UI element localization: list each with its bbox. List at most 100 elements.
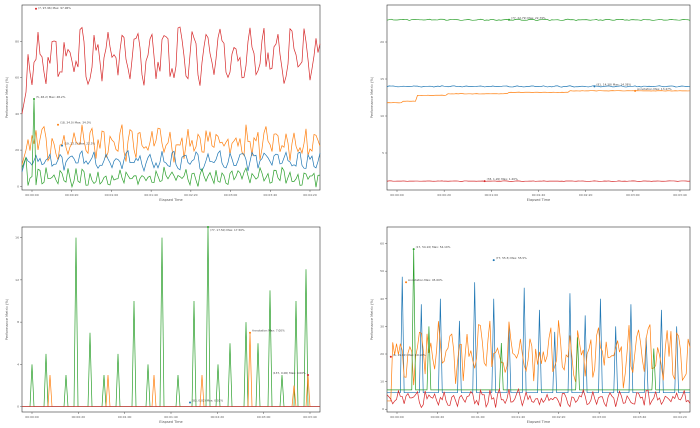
y-tick-label: 20	[380, 352, 384, 356]
x-tick-label: 00:02:20	[184, 193, 198, 197]
x-tick-label: 00:04:20	[673, 415, 687, 419]
annotation-marker	[405, 281, 408, 284]
series-line-green	[386, 18, 691, 21]
chart-bottom-right: 0 10 20 30 40 50 60 00:00:00 00:00:20 00:01:00 00:…	[370, 226, 691, 424]
x-tick-label: 00:03:40	[633, 415, 647, 419]
y-tick-label: 8	[17, 320, 19, 324]
annotation-label: (7, 97.96) Max: 97.96%	[38, 6, 71, 10]
x-tick-label: 00:03:00	[626, 193, 640, 197]
y-axis-label: Performance Metric (%)	[370, 76, 374, 118]
x-tick-label: 00:01:00	[118, 415, 132, 419]
series-line-red	[21, 26, 321, 114]
chart-bottom-left: 0 4 8 12 16 00:00:00 00:00:20 00:01:00 00:01:40 0…	[5, 226, 321, 424]
annotation-marker	[35, 7, 37, 10]
annotation-marker	[207, 226, 209, 228]
annotation-marker	[492, 259, 495, 262]
y-tick-label: 40	[380, 297, 384, 301]
y-tick-label: 30	[380, 324, 384, 328]
x-tick-label: 00:01:40	[532, 193, 546, 197]
annotation-marker	[483, 180, 486, 183]
x-tick-label: 00:02:20	[552, 415, 566, 419]
annotation-marker	[593, 85, 596, 88]
y-tick-label: 10	[380, 114, 384, 118]
annotation-label: (77, 22.79) Max: 22.79%	[511, 16, 546, 20]
y-tick-label: 40	[15, 112, 19, 116]
series-line-orange	[22, 332, 320, 408]
y-tick-label: 0	[17, 405, 19, 409]
chart-top-right: 5 10 15 20 00:00:00 00:00:20 00:01:00 00:01:40 0…	[370, 4, 691, 202]
series-line-orange	[386, 90, 691, 104]
x-tick-label: 00:01:00	[485, 193, 499, 197]
y-tick-label: 16	[15, 236, 19, 240]
annotation-marker	[33, 97, 35, 100]
annotation-marker	[307, 374, 309, 376]
y-axis-label: Performance Metric (%)	[5, 76, 9, 118]
x-tick-label: 00:04:20	[303, 193, 317, 197]
x-tick-label: 00:03:00	[592, 415, 606, 419]
x-tick-label: 00:01:00	[471, 415, 485, 419]
x-tick-label: 00:00:00	[25, 415, 39, 419]
annotation-label: (33, 1.20) Max: 1.20%	[487, 177, 518, 181]
series-line-green	[21, 99, 321, 189]
y-tick-label: 50	[380, 269, 384, 273]
x-tick-label: 00:00:20	[65, 193, 79, 197]
annotation-label: (17, 54.10) Max: 54.10%	[416, 245, 451, 249]
x-tick-label: 00:03:40	[303, 415, 317, 419]
annotation-marker	[57, 123, 59, 126]
annotation-marker	[189, 401, 191, 404]
annotation-marker	[412, 248, 415, 251]
x-tick-label: 00:03:00	[224, 193, 238, 197]
x-tick-label: 00:00:00	[25, 193, 39, 197]
plot-frame	[386, 226, 691, 413]
series-line-green	[22, 226, 320, 408]
annotation-marker	[249, 331, 251, 334]
annotation-label: Annotation Max: 13.47%	[637, 87, 672, 91]
annotation-label: (137, 0.00) Max: 0.00%	[273, 371, 306, 375]
chart-panel-bottom-right: 0 10 20 30 40 50 60 00:00:00 00:00:20 00:01:00 00:…	[365, 222, 700, 428]
y-tick-label: 10	[380, 380, 384, 384]
y-tick-label: 0	[382, 407, 384, 411]
x-tick-label: 00:00:20	[431, 415, 445, 419]
x-tick-label: 00:00:20	[72, 415, 86, 419]
annotation-label: (18, 34.0) Max: 34.0%	[60, 121, 91, 125]
series-line-red	[386, 180, 691, 182]
annotation-label: Annotation Max: 7.00%	[252, 329, 285, 333]
y-tick-label: 80	[15, 39, 19, 43]
chart-panel-bottom-left: 0 4 8 12 16 00:00:00 00:00:20 00:01:00 00:01:40 0…	[0, 222, 330, 428]
y-axis-label: Performance Metric (%)	[370, 298, 374, 340]
x-tick-label: 00:03:40	[264, 193, 278, 197]
series-line-green	[387, 249, 690, 391]
annotation-label: (5, 48.2) Max: 48.2%	[36, 95, 66, 99]
annotation-label: (77, 55.5) Max: 55.5%	[496, 256, 527, 260]
annotation-marker	[508, 18, 511, 21]
annotation-marker	[61, 144, 63, 147]
x-axis-label: Elapsed Time	[159, 420, 182, 424]
y-tick-label: 5	[382, 151, 384, 155]
annotation-label: (19, 22.5) Max: 22.5%	[64, 142, 95, 146]
x-tick-label: 00:00:20	[437, 193, 451, 197]
chart-panel-top-left: 0 20 40 60 80 00:00:00 00:00:20 00:01:00 00:01:4…	[0, 0, 330, 205]
x-axis-label: Elapsed Time	[159, 198, 182, 202]
x-tick-label: 00:01:40	[144, 193, 158, 197]
x-axis-label: Elapsed Time	[527, 420, 550, 424]
y-tick-label: 20	[15, 148, 19, 152]
y-axis-label: Performance Metric (%)	[5, 298, 9, 340]
series-line-blue	[21, 149, 321, 173]
annotation-label: (77, 17.50) Max: 17.50%	[210, 228, 245, 232]
annotation-marker	[634, 89, 637, 92]
x-tick-label: 00:02:20	[579, 193, 593, 197]
series-line-blue	[387, 276, 690, 394]
y-tick-label: 12	[15, 278, 19, 282]
annotation-label: Annotation Max: 45.00%	[408, 278, 443, 282]
annotation-label: (81, 14.38) Max: 14.38%	[596, 82, 631, 86]
series-line-blue	[386, 85, 691, 88]
plot-frame	[386, 4, 691, 191]
series-line-orange	[21, 124, 321, 165]
x-tick-label: 00:02:20	[211, 415, 225, 419]
y-tick-label: 4	[17, 362, 19, 366]
plot-frame	[21, 4, 321, 191]
y-tick-label: 0	[17, 184, 19, 188]
series-line-red	[386, 387, 691, 409]
x-tick-label: 00:01:00	[105, 193, 119, 197]
x-tick-label: 00:00:00	[390, 415, 404, 419]
